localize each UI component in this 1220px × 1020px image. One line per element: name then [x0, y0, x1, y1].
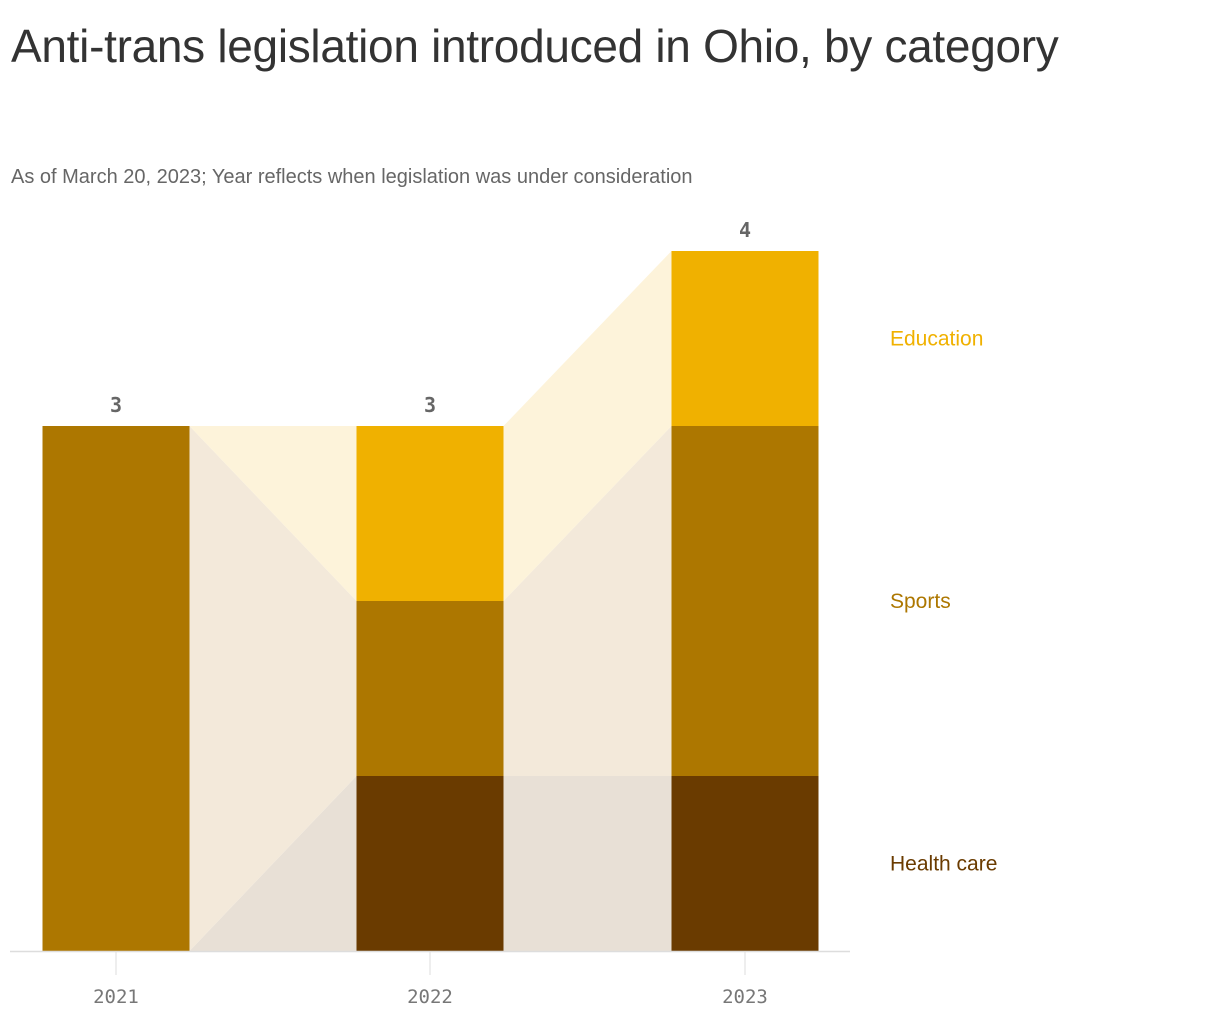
band-sports — [503, 426, 672, 776]
legend-label-health-care: Health care — [890, 853, 997, 876]
chart-subtitle: As of March 20, 2023; Year reflects when… — [11, 166, 693, 188]
chart-title: Anti-trans legislation introduced in Ohi… — [11, 20, 1059, 72]
bar-2022-sports — [356, 601, 504, 776]
total-label: 3 — [424, 393, 436, 417]
x-tick-label: 2021 — [93, 986, 139, 1008]
band-health-care — [503, 776, 672, 951]
x-tick-label: 2023 — [722, 986, 768, 1008]
legend-label-sports: Sports — [890, 590, 951, 613]
bar-2023-sports — [671, 426, 819, 776]
bar-2023-education — [671, 251, 819, 426]
bar-2023-health-care — [671, 776, 819, 951]
bar-2022-health-care — [356, 776, 504, 951]
total-label: 4 — [739, 218, 751, 242]
legend-label-education: Education — [890, 328, 983, 351]
band-education — [503, 251, 672, 601]
total-label: 3 — [110, 393, 122, 417]
band-education — [189, 426, 357, 601]
bar-2022-education — [356, 426, 504, 601]
x-tick-label: 2022 — [407, 986, 453, 1008]
bar-2021-sports — [42, 426, 190, 951]
